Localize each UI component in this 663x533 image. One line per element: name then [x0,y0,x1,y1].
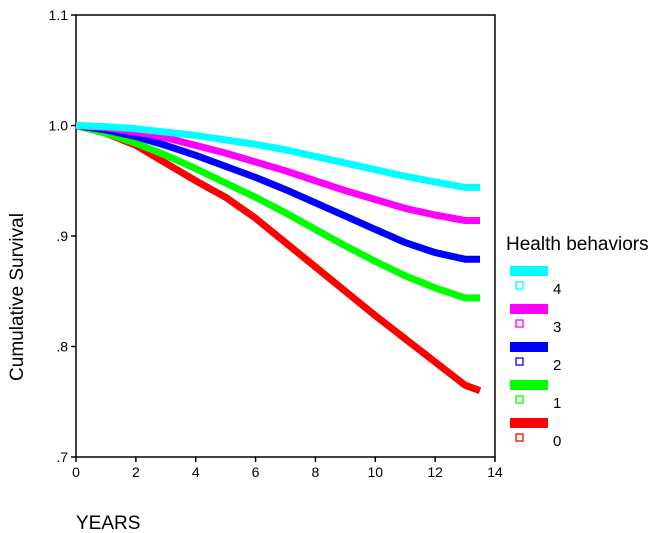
y-tick-label: .9 [56,228,68,244]
legend-label-2: 2 [553,357,561,374]
y-tick-label: .7 [56,449,68,465]
legend-marker-1 [515,395,524,404]
y-tick-label: .8 [56,339,68,355]
series-line-4 [75,122,480,191]
legend-marker-3 [515,319,524,328]
x-tick-label: 4 [192,464,200,480]
x-tick-label: 14 [487,464,503,480]
legend-swatch-3 [510,304,548,314]
series-line-2 [75,122,480,263]
y-tick-label: 1.0 [49,118,69,134]
series-line-1 [75,122,480,302]
series-lines [75,122,482,394]
series-line-0 [75,122,482,394]
axes: .7 .8 .9 1.0 1.1 0 2 4 6 8 10 12 14 [49,7,503,480]
plot-frame [75,14,496,458]
legend-label-0: 0 [553,433,561,450]
legend-label-3: 3 [553,319,561,336]
x-tick-label: 10 [367,464,383,480]
x-tick-label: 2 [132,464,140,480]
legend-items: 4 3 2 1 0 [510,266,561,450]
legend: Health behaviors 4 3 2 1 0 [506,234,649,450]
legend-marker-2 [515,357,524,366]
y-tick-label: 1.1 [49,7,69,23]
legend-marker-4 [515,281,524,290]
plot-area [75,14,496,458]
legend-swatch-1 [510,380,548,390]
x-axis-label: YEARS [76,513,140,533]
legend-swatch-0 [510,418,548,428]
legend-title: Health behaviors [506,234,649,255]
y-axis-label: Cumulative Survival [7,213,28,381]
legend-label-4: 4 [553,281,561,298]
legend-swatch-2 [510,342,548,352]
x-tick-label: 6 [252,464,260,480]
legend-label-1: 1 [553,395,561,412]
series-line-3 [75,122,480,224]
x-tick-label: 8 [312,464,320,480]
x-tick-label: 12 [427,464,443,480]
legend-marker-0 [515,433,524,442]
x-tick-label: 0 [72,464,80,480]
legend-swatch-4 [510,266,548,276]
